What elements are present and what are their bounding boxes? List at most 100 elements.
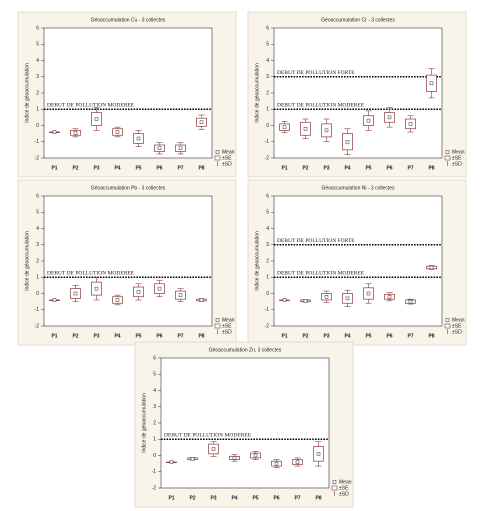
x-tick-label: P5 [365, 165, 371, 171]
chart-title: Géoaccumulation Cu - 3 collectes [91, 17, 166, 23]
mean-point [345, 140, 350, 144]
plot-area [273, 27, 443, 159]
y-tick-label: 0 [36, 123, 39, 129]
x-tick-label: P7 [177, 165, 183, 171]
y-tick-label: 5 [36, 210, 39, 216]
y-axis-label: Indice de géoaccumulation [254, 63, 260, 123]
legend-label: ±SE [222, 323, 232, 329]
y-tick-label: -2 [35, 323, 40, 329]
mean-point [199, 298, 204, 302]
mean-point [274, 461, 279, 466]
y-tick-label: -1 [35, 307, 40, 313]
panel: Géoaccumulation Zn, 3 collectes Indice de… [134, 341, 354, 508]
x-tick-label: P3 [93, 165, 99, 171]
mean-point [169, 460, 174, 464]
x-tick-label: P1 [281, 165, 287, 171]
x-tick-label: P7 [407, 333, 413, 339]
x-tick-label: P3 [323, 333, 329, 339]
mean-point [282, 298, 287, 302]
legend-label: ±SE [222, 155, 232, 161]
mean-point [429, 81, 434, 85]
x-tick-label: P5 [365, 333, 371, 339]
x-tick-label: P2 [302, 165, 308, 171]
mean-point [232, 456, 237, 460]
legend-se-icon [214, 323, 221, 329]
legend-label: ±SE [339, 485, 349, 491]
y-tick-label: 1 [266, 107, 269, 113]
x-tick-label: P8 [198, 165, 204, 171]
x-tick-label: P8 [428, 333, 434, 339]
y-tick-label: 3 [266, 74, 269, 80]
y-tick-label: -2 [152, 485, 157, 491]
threshold-label: DEBUT DE POLLUTION FORTE [277, 238, 355, 244]
legend-label: ±SD [452, 161, 462, 167]
y-tick-label: 4 [266, 226, 269, 232]
mean-point [408, 299, 413, 304]
mean-point [178, 293, 183, 297]
mean-point [190, 457, 195, 461]
mean-point [295, 460, 300, 464]
y-tick-label: 1 [266, 275, 269, 281]
y-tick-label: 1 [153, 437, 156, 443]
y-tick-label: -2 [265, 155, 270, 161]
x-tick-label: P6 [386, 333, 392, 339]
legend-label: ±SD [222, 161, 232, 167]
y-tick-label: 1 [36, 275, 39, 281]
mean-point [366, 118, 371, 123]
x-tick-label: P7 [177, 333, 183, 339]
x-tick-label: P5 [135, 333, 141, 339]
y-tick-label: 2 [266, 258, 269, 264]
x-tick-label: P7 [407, 165, 413, 171]
y-tick-label: 3 [36, 74, 39, 80]
y-tick-label: 3 [153, 404, 156, 410]
mean-point [178, 146, 183, 150]
x-tick-label: P4 [231, 495, 237, 501]
legend-mean-icon [445, 150, 450, 154]
y-tick-label: 6 [266, 25, 269, 31]
y-tick-label: -2 [35, 155, 40, 161]
y-tick-label: 4 [36, 226, 39, 232]
x-tick-label: P8 [198, 333, 204, 339]
mean-point [282, 125, 287, 129]
y-tick-label: 2 [36, 258, 39, 264]
mean-point [157, 286, 162, 291]
x-tick-label: P4 [114, 165, 120, 171]
x-tick-label: P1 [51, 333, 57, 339]
legend-label: Mean [452, 149, 465, 155]
y-tick-label: 6 [153, 355, 156, 361]
x-tick-label: P4 [114, 333, 120, 339]
x-tick-label: P6 [273, 495, 279, 501]
x-tick-label: P1 [168, 495, 174, 501]
y-tick-label: 1 [36, 107, 39, 113]
x-tick-label: P5 [252, 495, 258, 501]
y-tick-label: 5 [266, 210, 269, 216]
panel: Géoaccumulation Cu - 3 collectes Indice d… [17, 11, 237, 178]
y-tick-label: 0 [153, 453, 156, 459]
legend-label: ±SE [452, 155, 462, 161]
x-tick-label: P2 [189, 495, 195, 501]
threshold-label: DEBUT DE POLLUTION FORTE [277, 70, 355, 76]
x-tick-label: P1 [281, 333, 287, 339]
legend-label: Mean [222, 317, 235, 323]
legend-se-icon [331, 485, 338, 491]
y-tick-label: 6 [36, 25, 39, 31]
x-tick-label: P3 [93, 333, 99, 339]
x-tick-label: P1 [51, 165, 57, 171]
y-tick-label: -1 [152, 469, 157, 475]
x-tick-label: P2 [72, 165, 78, 171]
y-tick-label: 0 [36, 291, 39, 297]
y-axis-label: Indice de géoaccumulation [254, 231, 260, 291]
legend-label: ±SD [452, 329, 462, 335]
mean-point [303, 299, 308, 303]
mean-point [211, 447, 216, 451]
x-tick-label: P3 [210, 495, 216, 501]
x-tick-label: P4 [344, 165, 350, 171]
mean-point [94, 286, 99, 291]
legend-se-icon [444, 323, 451, 329]
y-tick-label: 2 [36, 90, 39, 96]
x-tick-label: P6 [156, 333, 162, 339]
mean-point [157, 146, 162, 150]
threshold-label: DEBUT DE POLLUTION MODEREE [47, 271, 135, 277]
y-tick-label: -1 [265, 307, 270, 313]
